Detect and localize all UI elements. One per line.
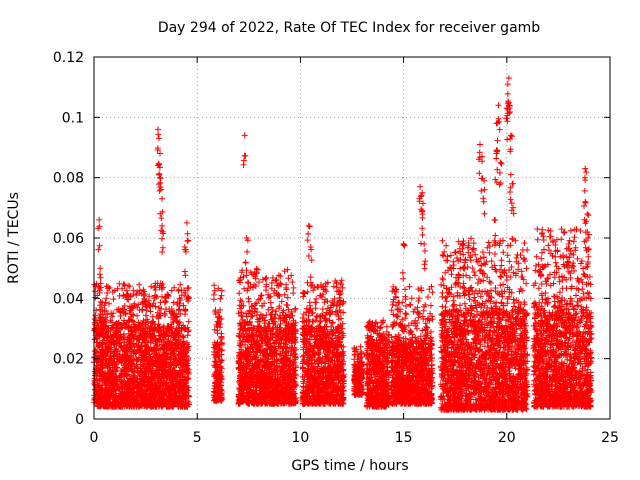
y-tick-label: 0	[75, 412, 84, 428]
y-tick-label: 0.12	[53, 50, 84, 66]
y-tick-label: 0.06	[53, 231, 84, 247]
x-axis-ticks: 0 5 10 15 20 25	[90, 57, 619, 446]
y-tick-label: 0.1	[62, 110, 84, 126]
x-tick-label: 10	[291, 430, 309, 446]
y-axis-ticks: 0 0.02 0.04 0.06 0.08 0.1 0.12	[53, 50, 610, 428]
x-tick-label: 0	[90, 430, 99, 446]
x-tick-label: 5	[193, 430, 202, 446]
data-point-markers	[91, 75, 595, 413]
x-axis-label: GPS time / hours	[291, 458, 408, 474]
y-tick-label: 0.02	[53, 352, 84, 368]
x-tick-label: 20	[498, 430, 516, 446]
y-tick-label: 0.04	[53, 291, 84, 307]
y-axis-label: ROTI / TECUs	[6, 192, 22, 284]
x-tick-label: 25	[601, 430, 619, 446]
x-tick-label: 15	[395, 430, 413, 446]
chart-title: Day 294 of 2022, Rate Of TEC Index for r…	[158, 20, 540, 36]
y-tick-label: 0.08	[53, 171, 84, 187]
data-points	[91, 75, 595, 413]
